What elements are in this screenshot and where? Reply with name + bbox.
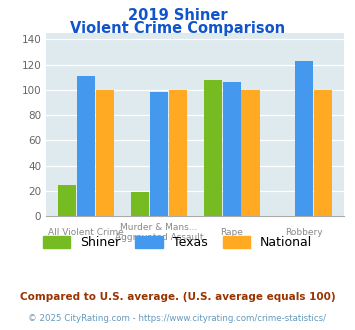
Bar — [314, 90, 332, 216]
Bar — [223, 82, 241, 216]
Bar — [241, 90, 260, 216]
Text: Aggravated Assault: Aggravated Assault — [115, 233, 203, 242]
Text: © 2025 CityRating.com - https://www.cityrating.com/crime-statistics/: © 2025 CityRating.com - https://www.city… — [28, 314, 327, 323]
Bar — [131, 192, 149, 216]
Text: Robbery: Robbery — [285, 228, 323, 237]
Bar — [150, 92, 168, 216]
Text: Compared to U.S. average. (U.S. average equals 100): Compared to U.S. average. (U.S. average … — [20, 292, 335, 302]
Bar — [204, 80, 222, 216]
Text: All Violent Crime: All Violent Crime — [48, 228, 124, 237]
Bar — [169, 90, 187, 216]
Bar — [58, 184, 76, 216]
Text: Murder & Mans...: Murder & Mans... — [120, 223, 198, 232]
Bar — [96, 90, 114, 216]
Legend: Shiner, Texas, National: Shiner, Texas, National — [38, 231, 317, 254]
Bar — [77, 76, 95, 216]
Text: Violent Crime Comparison: Violent Crime Comparison — [70, 21, 285, 36]
Bar — [295, 61, 313, 216]
Text: Rape: Rape — [220, 228, 243, 237]
Text: 2019 Shiner: 2019 Shiner — [128, 8, 227, 23]
